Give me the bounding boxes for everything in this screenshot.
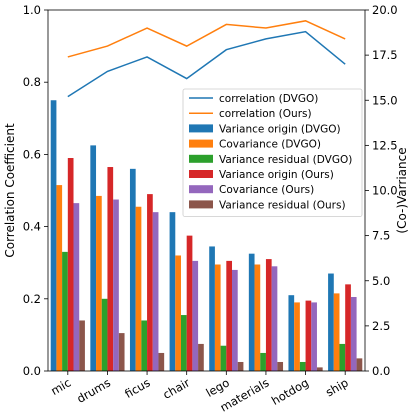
bar [316, 367, 323, 371]
x-tick-label: ficus [122, 375, 152, 401]
bar [56, 185, 63, 371]
legend-bar-swatch [189, 139, 213, 148]
bar [96, 195, 102, 371]
y2-tick-label: 17.5 [372, 48, 398, 62]
y-tick-label: 0.2 [23, 292, 41, 306]
y2-tick-label: 20.0 [372, 3, 398, 17]
bar [135, 206, 142, 371]
bar [113, 199, 119, 371]
bar [299, 361, 306, 371]
bar [220, 345, 227, 371]
y2-tick-label: 15.0 [372, 93, 398, 107]
y2-tick-label: 2.5 [372, 319, 390, 333]
bar [356, 358, 363, 371]
bar [265, 259, 272, 371]
legend-label: Covariance (DVGO) [219, 139, 321, 151]
bar [192, 260, 199, 371]
series-line [67, 30, 346, 98]
bar [328, 273, 334, 371]
x-tick-label: hotdog [269, 375, 311, 407]
bar [141, 320, 148, 371]
legend-bar-swatch [189, 185, 213, 194]
bar [147, 194, 153, 371]
bar [90, 145, 97, 372]
bar [62, 251, 68, 371]
bar [118, 333, 125, 371]
bar [345, 284, 351, 371]
y2-tick-label: 12.5 [372, 138, 398, 152]
bar [67, 158, 74, 371]
bar [305, 300, 312, 371]
x-tick-label: drums [74, 375, 113, 405]
bar [288, 295, 295, 371]
y-tick-label: 0.4 [23, 220, 41, 234]
bar [79, 320, 85, 371]
bar [209, 246, 215, 371]
bar [107, 167, 114, 371]
bar [254, 264, 261, 371]
x-tick-label: mic [48, 375, 73, 397]
bar [339, 343, 346, 371]
bar [311, 302, 317, 371]
legend-bar-swatch [189, 124, 213, 133]
bar [198, 343, 204, 371]
y2-tick-label: 7.5 [372, 229, 390, 243]
bar [101, 298, 108, 371]
bar [237, 361, 244, 371]
legend-bar-swatch [189, 170, 213, 178]
legend-bar-swatch [189, 200, 213, 209]
legend-label: Variance origin (DVGO) [219, 123, 341, 135]
legend-box [182, 88, 363, 217]
bar [50, 100, 57, 371]
series-line [67, 20, 346, 58]
bar [226, 260, 233, 371]
legend-label: Variance residual (Ours) [219, 199, 346, 211]
bar [158, 352, 165, 371]
bar [175, 255, 181, 371]
bar [277, 361, 284, 371]
bar [73, 203, 80, 371]
legend-label: Variance origin (Ours) [219, 169, 334, 181]
x-tick-label: chair [160, 375, 192, 402]
bar [169, 212, 176, 371]
bar [180, 315, 187, 371]
legend-label: correlation (Ours) [219, 108, 312, 120]
bar [129, 168, 136, 371]
bar [186, 235, 193, 372]
bar [214, 264, 221, 371]
bar [333, 293, 340, 371]
y-tick-label: 0.8 [23, 75, 41, 89]
y2-tick-label: 10.0 [372, 184, 398, 198]
legend-label: Variance residual (DVGO) [219, 154, 352, 166]
y-tick-label: 1.0 [23, 3, 41, 17]
y-tick-label: 0.6 [23, 147, 41, 161]
y2-axis-title: (Co-)Varriance [395, 147, 409, 233]
y-axis-title: Correlation Coefficient [3, 123, 17, 258]
bar [152, 212, 159, 371]
y2-tick-label: 5.0 [372, 274, 390, 288]
bar [294, 302, 300, 371]
bar [232, 269, 238, 371]
legend-label: Covariance (Ours) [219, 184, 314, 196]
bar [271, 266, 278, 371]
x-tick-label: ship [323, 375, 351, 399]
y-tick-label: 0.0 [23, 364, 41, 378]
legend-label: correlation (DVGO) [219, 93, 318, 105]
y2-tick-label: 0.0 [372, 364, 390, 378]
bar [350, 297, 357, 371]
legend-bar-swatch [189, 154, 213, 163]
bar [248, 253, 255, 371]
bar [260, 352, 266, 371]
